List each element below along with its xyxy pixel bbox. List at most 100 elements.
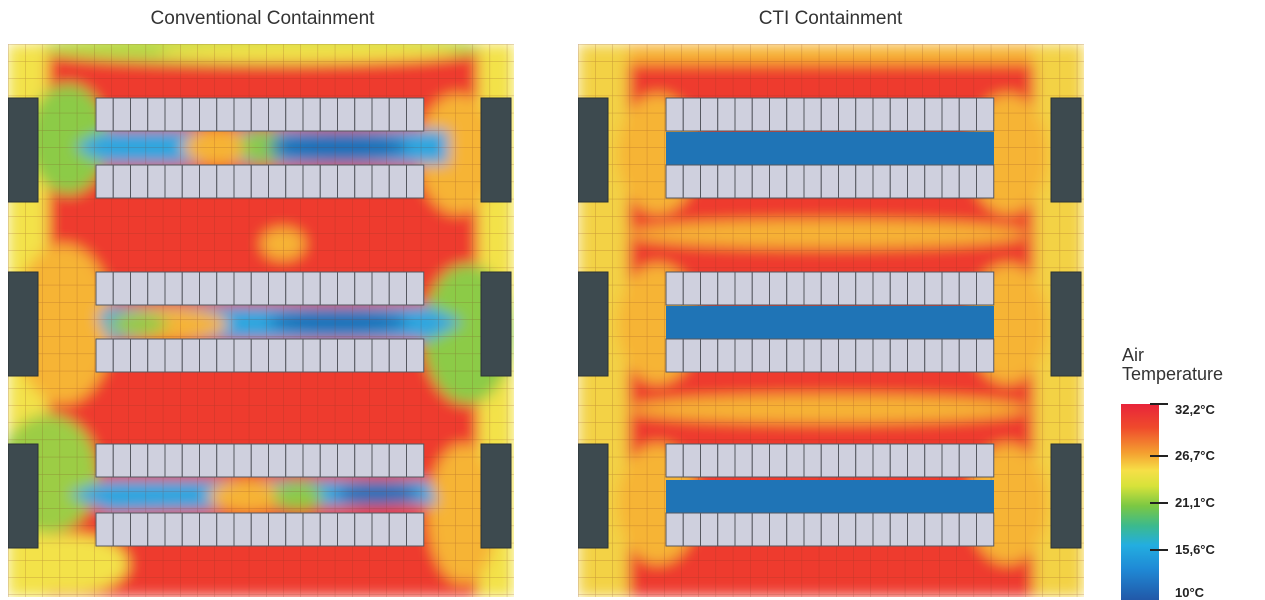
left-panel-title: Conventional Containment (150, 8, 375, 29)
server-rack (924, 443, 943, 478)
server-rack (285, 443, 304, 478)
server-rack (406, 443, 425, 478)
server-rack (717, 271, 736, 306)
server-rack (354, 338, 373, 373)
server-rack (354, 164, 373, 199)
server-rack (285, 271, 304, 306)
server-rack (95, 443, 114, 478)
server-rack (354, 443, 373, 478)
server-rack (216, 443, 235, 478)
cooling-unit (480, 271, 512, 377)
server-rack (976, 443, 995, 478)
server-rack (855, 512, 874, 547)
server-rack (665, 271, 684, 306)
server-rack (95, 271, 114, 306)
server-rack (130, 338, 149, 373)
server-rack (371, 512, 390, 547)
server-rack (388, 271, 407, 306)
server-rack (164, 271, 183, 306)
server-rack (769, 338, 788, 373)
cooling-unit (1050, 271, 1082, 377)
server-rack (147, 164, 166, 199)
server-rack (112, 271, 131, 306)
legend-tick (1150, 455, 1168, 457)
server-rack (958, 271, 977, 306)
server-rack (907, 164, 926, 199)
cooling-unit (578, 271, 609, 377)
cooling-unit (1050, 443, 1082, 549)
cooling-unit (578, 97, 609, 203)
server-rack (751, 338, 770, 373)
server-rack (941, 97, 960, 132)
server-rack (371, 164, 390, 199)
server-rack (199, 338, 218, 373)
server-rack (164, 443, 183, 478)
server-rack (268, 97, 287, 132)
server-rack (250, 164, 269, 199)
server-rack (786, 271, 805, 306)
server-rack (803, 512, 822, 547)
server-rack (130, 164, 149, 199)
server-rack (682, 164, 701, 199)
cold-aisle (666, 306, 994, 340)
server-rack (233, 97, 252, 132)
server-rack (976, 338, 995, 373)
server-rack (803, 443, 822, 478)
server-rack (388, 443, 407, 478)
server-rack (838, 164, 857, 199)
server-rack (233, 271, 252, 306)
server-rack (665, 164, 684, 199)
server-rack (803, 97, 822, 132)
server-rack (285, 164, 304, 199)
server-rack (319, 97, 338, 132)
legend-title-line1: Air (1122, 345, 1144, 365)
server-rack (268, 271, 287, 306)
server-rack (337, 338, 356, 373)
server-rack (164, 97, 183, 132)
legend-tick-label-21-1: 21,1°C (1175, 495, 1215, 510)
server-rack (302, 97, 321, 132)
server-rack (682, 271, 701, 306)
server-rack (941, 512, 960, 547)
cooling-unit (8, 97, 39, 203)
server-rack (838, 97, 857, 132)
server-rack (855, 443, 874, 478)
server-rack (95, 512, 114, 547)
server-rack (285, 512, 304, 547)
server-rack (181, 338, 200, 373)
cooling-unit (578, 443, 609, 549)
server-rack (734, 164, 753, 199)
server-rack (216, 338, 235, 373)
server-rack (268, 338, 287, 373)
server-rack (803, 164, 822, 199)
server-rack (112, 164, 131, 199)
server-rack (130, 271, 149, 306)
server-rack (769, 512, 788, 547)
cooling-units (578, 97, 1082, 549)
server-rack (371, 443, 390, 478)
server-rack (717, 443, 736, 478)
server-rack (199, 164, 218, 199)
server-rack (734, 338, 753, 373)
server-rack (147, 512, 166, 547)
server-rack (250, 271, 269, 306)
server-rack (734, 97, 753, 132)
legend-tick (1150, 403, 1168, 405)
server-rack (337, 164, 356, 199)
server-rack (112, 512, 131, 547)
server-rack (700, 443, 719, 478)
server-rack (924, 164, 943, 199)
server-rack (838, 443, 857, 478)
server-rack (838, 512, 857, 547)
cooling-unit (1050, 97, 1082, 203)
server-rack (700, 271, 719, 306)
server-rack (181, 512, 200, 547)
server-rack (872, 338, 891, 373)
server-rack (665, 512, 684, 547)
server-rack (976, 512, 995, 547)
server-rack (907, 338, 926, 373)
server-rack (216, 164, 235, 199)
server-rack (665, 338, 684, 373)
server-rack (164, 338, 183, 373)
server-rack (337, 443, 356, 478)
